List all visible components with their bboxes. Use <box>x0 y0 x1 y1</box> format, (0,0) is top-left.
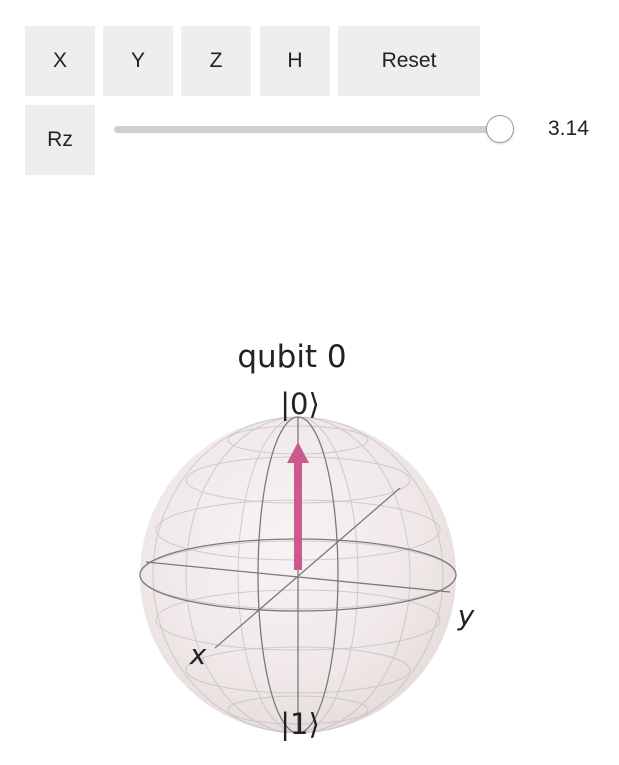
rz-slider-thumb[interactable] <box>486 115 514 143</box>
h-gate-button[interactable]: H <box>260 26 330 96</box>
bloch-sphere-axes <box>139 416 457 734</box>
bloch-y-axis-label: y <box>457 599 475 632</box>
rz-slider-value: 3.14 <box>548 117 589 140</box>
reset-button[interactable]: Reset <box>338 26 480 96</box>
z-gate-button[interactable]: Z <box>181 26 251 96</box>
x-gate-button[interactable]: X <box>25 26 95 96</box>
bloch-top-label: |0⟩ <box>280 387 320 421</box>
bloch-x-axis-label: x <box>189 638 207 671</box>
rz-gate-button[interactable]: Rz <box>25 105 95 175</box>
state-vector-arrowhead <box>287 442 309 463</box>
rz-slider-track[interactable] <box>114 126 500 133</box>
y-gate-button[interactable]: Y <box>103 26 173 96</box>
bloch-title: qubit 0 <box>237 339 346 375</box>
bloch-bottom-label: |1⟩ <box>280 707 320 741</box>
bloch-sphere-svg: qubit 0 |0⟩ |1⟩ x y <box>139 339 475 741</box>
bloch-sphere-figure: qubit 0 |0⟩ |1⟩ x y <box>120 330 480 760</box>
